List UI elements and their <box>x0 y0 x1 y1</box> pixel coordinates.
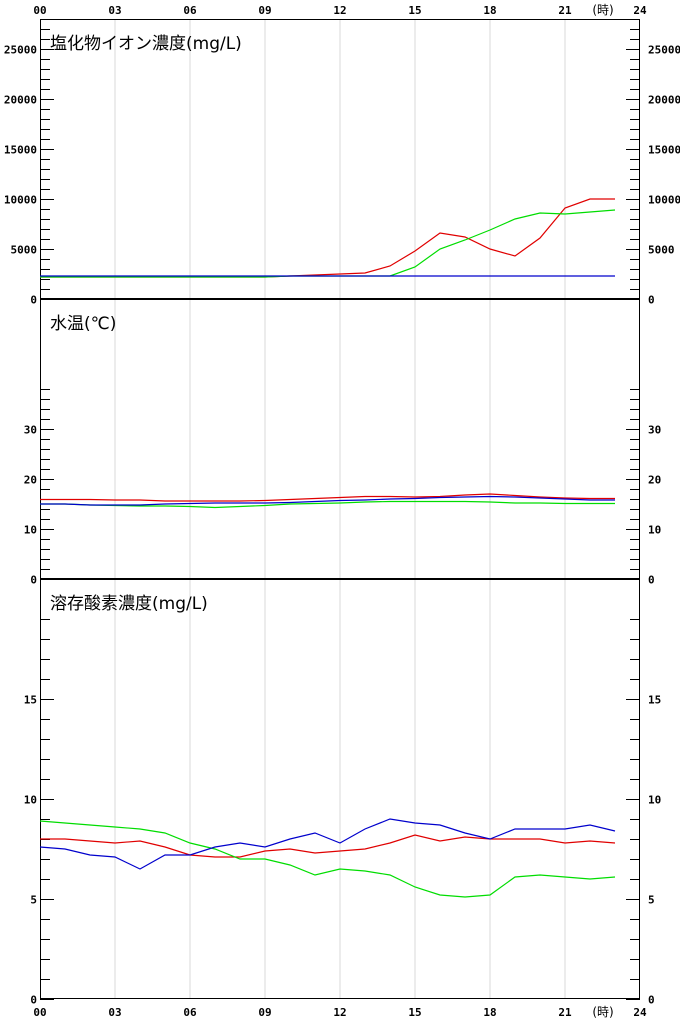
series-line-blue <box>39 818 616 870</box>
y-tick-label-left: 0 <box>30 294 37 307</box>
grid-layer <box>114 19 566 999</box>
y-tick-label-left: 20 <box>24 474 37 487</box>
y-tick-label-left: 15 <box>24 694 37 707</box>
x-tick-label-bottom: 06 <box>183 1006 197 1019</box>
series-layer <box>39 198 616 898</box>
y-tick-label-right: 30 <box>648 424 661 437</box>
y-tick-label-right: 25000 <box>648 44 680 57</box>
y-tick-label-right: 0 <box>648 294 655 307</box>
x-tick-label-bottom: 21 <box>558 1006 572 1019</box>
y-tick-label-right: 10 <box>648 794 661 807</box>
panel-frame <box>40 579 640 999</box>
series-line-red <box>40 493 615 502</box>
y-tick-label-left: 5 <box>30 894 37 907</box>
x-tick-label-bottom: 00 <box>33 1006 46 1019</box>
y-tick-label-right: 20000 <box>648 94 680 107</box>
panel-title: 溶存酸素濃度(mg/L) <box>50 594 208 614</box>
x-tick-label-top: 00 <box>33 4 46 17</box>
y-tick-label-left: 30 <box>24 424 37 437</box>
x-tick-label-top: 18 <box>483 4 496 17</box>
y-tick-label-left: 10000 <box>4 194 37 207</box>
y-tick-label-right: 10 <box>648 524 661 537</box>
y-tick-label-right: 10000 <box>648 194 680 207</box>
x-tick-label-top: 24 <box>633 4 647 17</box>
x-tick-label-bottom: 09 <box>258 1006 271 1019</box>
y-tick-label-right: 20 <box>648 474 661 487</box>
series-line-green <box>40 209 616 278</box>
x-tick-label-top: 06 <box>183 4 197 17</box>
y-tick-label-left: 20000 <box>4 94 37 107</box>
x-tick-label-bottom: 18 <box>483 1006 496 1019</box>
series-line-green <box>40 500 615 509</box>
series-line-red <box>40 198 615 278</box>
y-tick-label-right: 5000 <box>648 244 675 257</box>
x-tick-label-top: 03 <box>108 4 121 17</box>
x-unit-label-bottom: (時) <box>592 1005 613 1019</box>
series-line-red <box>40 834 616 858</box>
x-tick-label-bottom: 15 <box>408 1006 421 1019</box>
panel-title: 塩化物イオン濃度(mg/L) <box>50 34 242 54</box>
x-tick-label-bottom: 12 <box>333 1006 346 1019</box>
y-tick-label-left: 10 <box>24 524 37 537</box>
x-tick-label-top: 09 <box>258 4 271 17</box>
x-unit-label-top: (時) <box>592 3 613 17</box>
y-tick-label-left: 15000 <box>4 144 37 157</box>
x-tick-label-bottom: 24 <box>633 1006 647 1019</box>
y-tick-label-right: 15000 <box>648 144 680 157</box>
series-line-blue <box>40 495 615 506</box>
series-line-green <box>39 820 616 898</box>
axis-layer <box>40 19 640 1000</box>
panel-title: 水温(℃) <box>50 314 116 334</box>
x-tick-label-bottom: 03 <box>108 1006 121 1019</box>
x-tick-label-top: 15 <box>408 4 421 17</box>
y-tick-label-left: 5000 <box>11 244 38 257</box>
y-tick-label-left: 10 <box>24 794 37 807</box>
y-tick-label-left: 0 <box>30 574 37 587</box>
x-tick-label-top: 12 <box>333 4 346 17</box>
y-tick-label-right: 15 <box>648 694 661 707</box>
y-tick-label-right: 0 <box>648 994 655 1007</box>
x-tick-label-top: 21 <box>558 4 572 17</box>
y-tick-label-left: 0 <box>30 994 37 1007</box>
y-tick-label-right: 5 <box>648 894 655 907</box>
y-tick-label-right: 0 <box>648 574 655 587</box>
y-tick-label-left: 25000 <box>4 44 37 57</box>
